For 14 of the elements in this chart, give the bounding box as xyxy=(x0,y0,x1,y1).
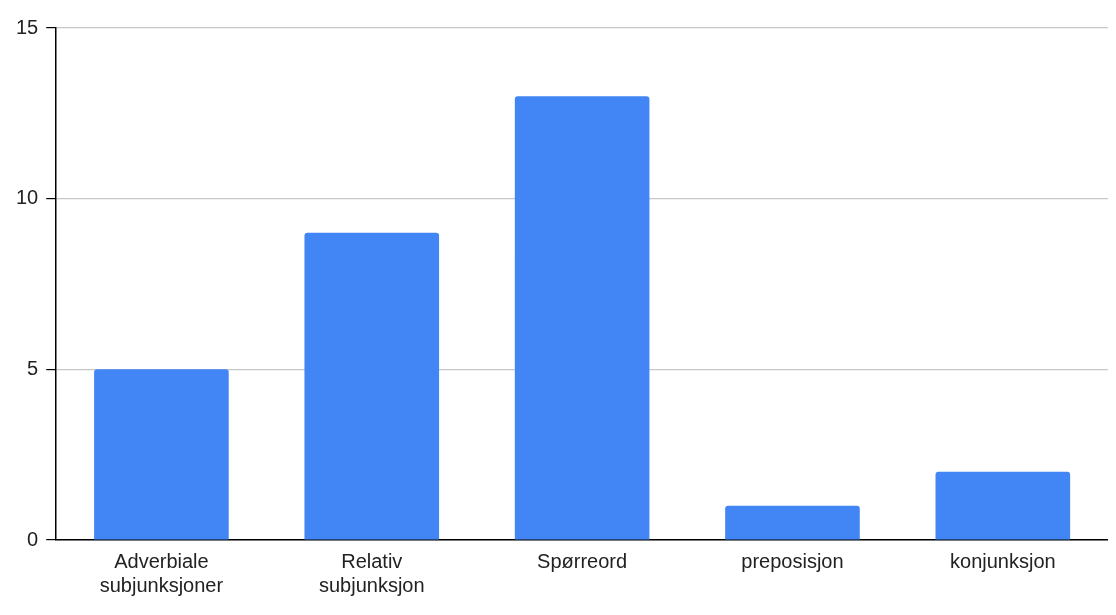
x-tick-label: konjunksjon xyxy=(950,549,1056,572)
y-tick-label: 0 xyxy=(27,527,39,550)
x-tick-label: Adverbiale subjunksjoner xyxy=(99,549,224,596)
y-tick-label: 15 xyxy=(16,15,39,38)
bar xyxy=(514,96,650,540)
x-tick-label: preposisjon xyxy=(741,549,844,572)
x-tick-label: Spørreord xyxy=(537,549,628,572)
y-tick-label: 5 xyxy=(27,356,39,379)
bar xyxy=(935,471,1071,540)
x-tick-label: Relativ subjunksjon xyxy=(318,549,425,596)
bar xyxy=(94,369,229,540)
bar xyxy=(725,505,860,540)
bar xyxy=(304,232,440,540)
y-tick-label: 10 xyxy=(16,186,39,209)
